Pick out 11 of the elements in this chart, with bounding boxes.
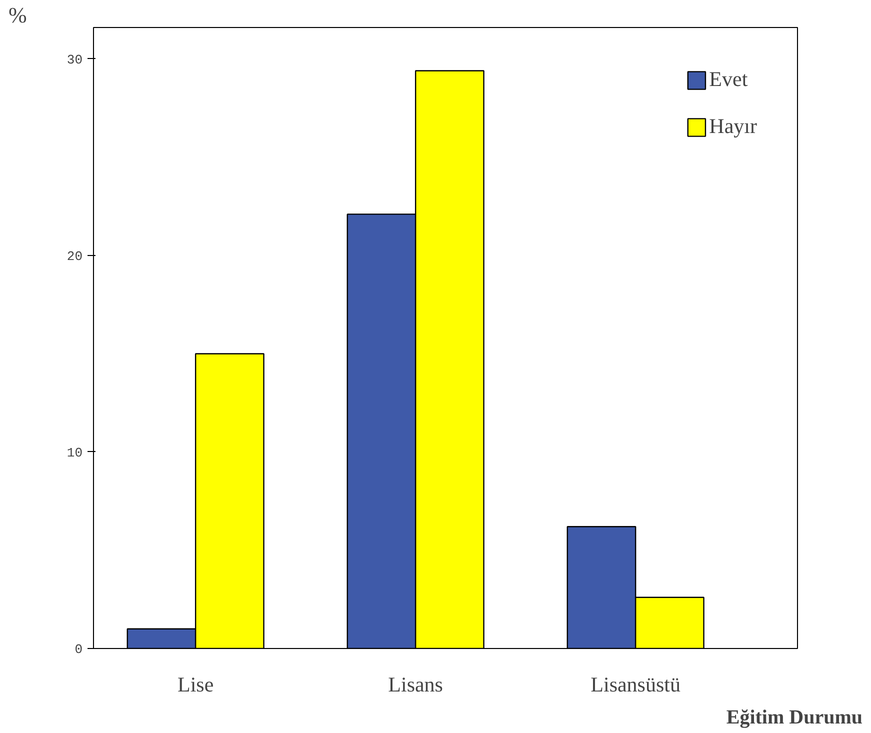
x-tick-label: Lisansüstü [590, 672, 681, 696]
x-tick-label: Lisans [388, 672, 443, 696]
y-tick-label: 10 [66, 445, 83, 460]
y-tick-label: 0 [74, 642, 83, 657]
legend-label: Hayır [709, 114, 757, 139]
x-tick-label: Lise [178, 672, 214, 696]
x-axis-title: Eğitim Durumu [726, 706, 862, 728]
y-axis-title: % [8, 2, 27, 28]
y-tick-label: 20 [66, 248, 83, 264]
y-tick-label: 30 [66, 52, 83, 68]
legend-label: Evet [709, 67, 748, 92]
